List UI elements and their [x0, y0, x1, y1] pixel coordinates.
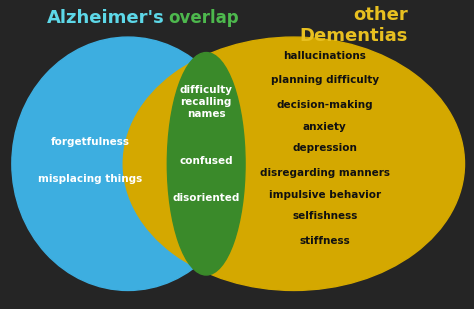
- Text: confused: confused: [179, 156, 233, 166]
- Text: impulsive behavior: impulsive behavior: [269, 190, 381, 200]
- Text: difficulty
recalling
names: difficulty recalling names: [180, 85, 233, 119]
- Ellipse shape: [167, 53, 245, 275]
- Text: forgetfulness: forgetfulness: [51, 137, 129, 147]
- Text: disregarding manners: disregarding manners: [260, 168, 390, 178]
- Text: anxiety: anxiety: [303, 122, 346, 132]
- Ellipse shape: [12, 37, 244, 290]
- Text: hallucinations: hallucinations: [283, 51, 366, 61]
- Text: stiffness: stiffness: [299, 236, 350, 246]
- Text: decision-making: decision-making: [276, 100, 373, 110]
- Text: other
Dementias: other Dementias: [299, 6, 408, 45]
- Text: disoriented: disoriented: [173, 193, 240, 203]
- Text: depression: depression: [292, 143, 357, 153]
- Text: selfishness: selfishness: [292, 211, 357, 221]
- Text: planning difficulty: planning difficulty: [271, 75, 379, 85]
- Ellipse shape: [123, 37, 465, 290]
- Text: overlap: overlap: [169, 9, 239, 27]
- Text: misplacing things: misplacing things: [38, 174, 142, 184]
- Text: Alzheimer's: Alzheimer's: [47, 9, 165, 27]
